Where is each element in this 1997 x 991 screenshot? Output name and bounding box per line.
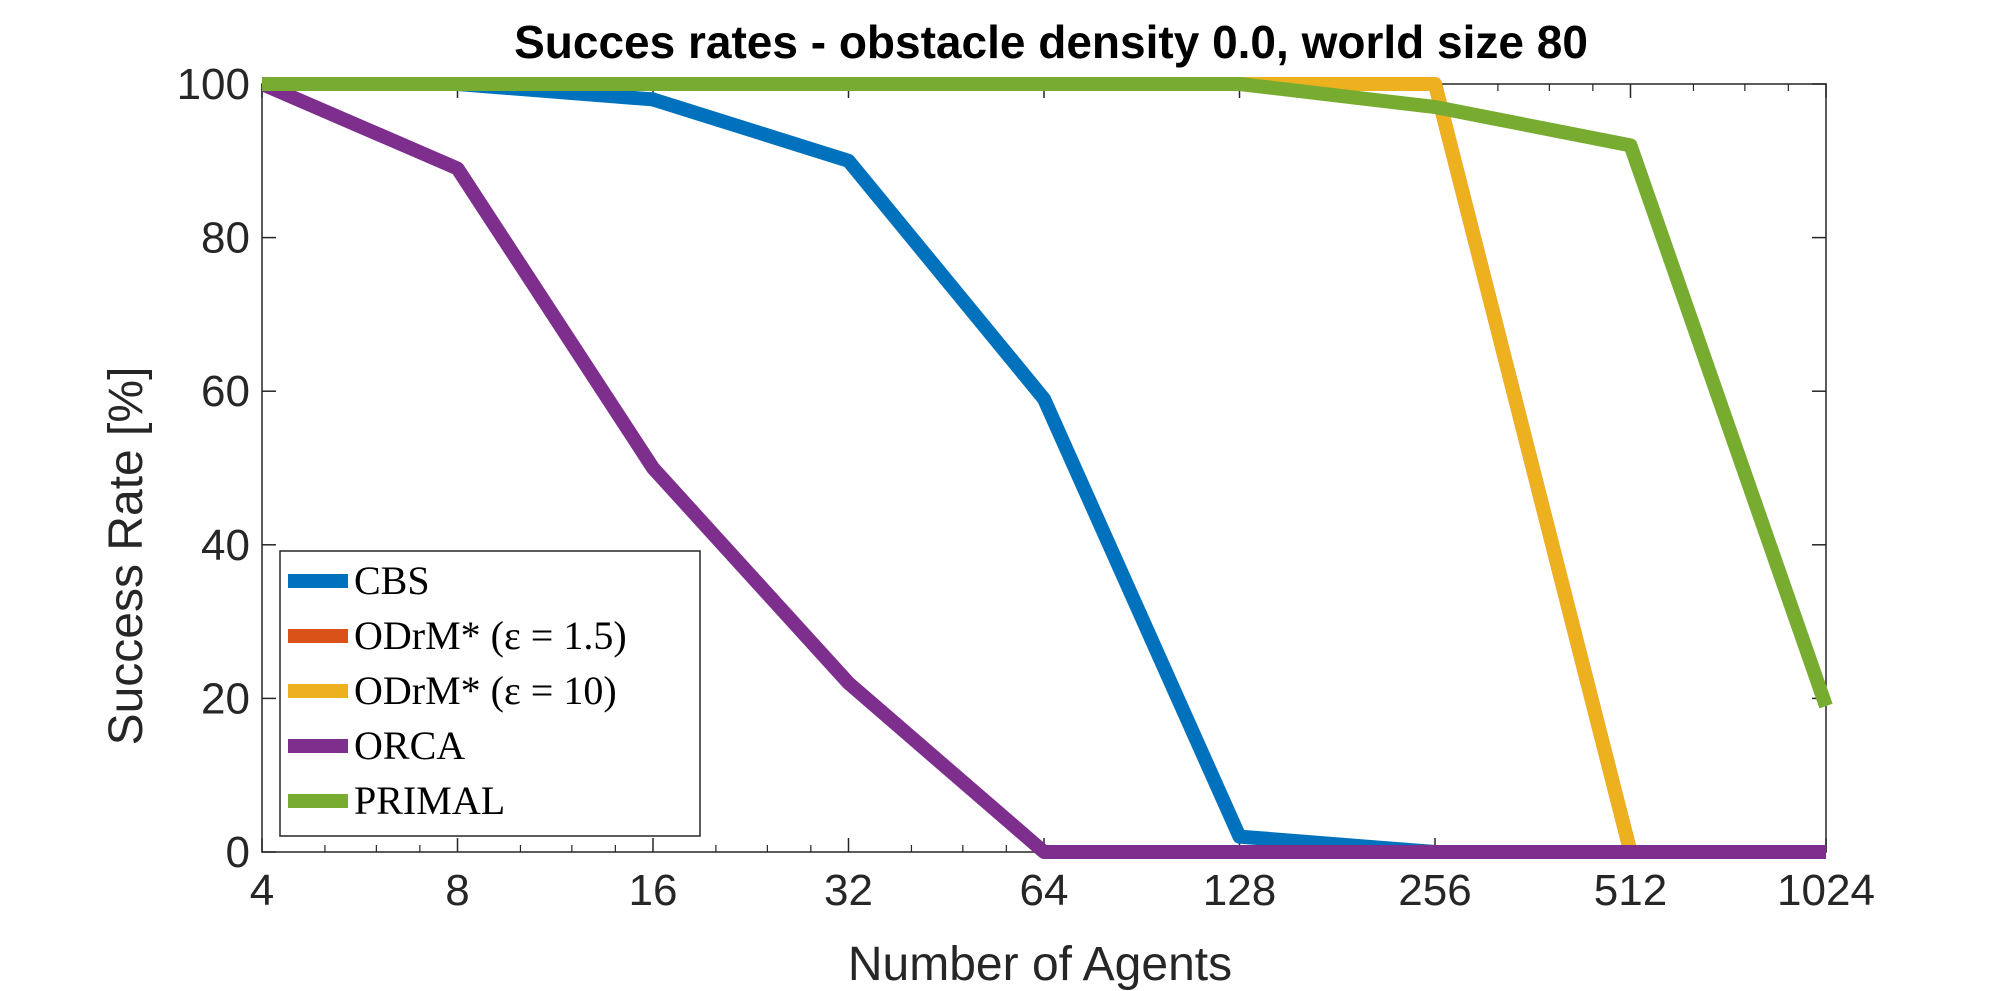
legend-entry-orca: ORCA [354, 723, 465, 768]
legend-box [279, 550, 701, 837]
legend-entry-odrm-10: ODrM* (ε = 10) [354, 668, 617, 713]
chart-title: Succes rates - obstacle density 0.0, wor… [514, 16, 1588, 68]
series-line-orca [262, 77, 1826, 859]
x-tick-label: 4 [250, 866, 274, 915]
legend-entry-odrm-1-5: ODrM* (ε = 1.5) [354, 613, 627, 658]
legend: CBS ODrM* (ε = 1.5) ODrM* (ε = 10) ORCA PRIM… [279, 550, 701, 837]
x-axis-label: Number of Agents [848, 938, 1232, 991]
x-tick-label: 64 [1020, 866, 1069, 915]
x-tick-label: 128 [1203, 866, 1276, 915]
x-tick-label: 256 [1398, 866, 1471, 915]
y-tick-label: 60 [201, 367, 250, 416]
x-tick-label: 8 [445, 866, 469, 915]
y-tick-label: 0 [226, 828, 250, 877]
y-tick-label: 40 [201, 521, 250, 570]
series-lines [262, 77, 1833, 859]
x-tick-label: 16 [629, 866, 678, 915]
x-tick-label: 512 [1594, 866, 1667, 915]
legend-entry-cbs: CBS [354, 558, 430, 603]
y-tick-label: 100 [177, 60, 250, 109]
y-axis-label: Success Rate [%] [100, 367, 153, 746]
legend-entry-primal: PRIMAL [354, 778, 505, 823]
x-tick-label: 1024 [1777, 866, 1875, 915]
y-tick-label: 80 [201, 214, 250, 263]
y-tick-label: 20 [201, 674, 250, 723]
plot-area: 4 8 16 32 64 128 256 512 1024 0 20 40 60 80 100 [177, 60, 1875, 915]
x-tick-label: 32 [824, 866, 873, 915]
series-line-primal [262, 77, 1833, 709]
